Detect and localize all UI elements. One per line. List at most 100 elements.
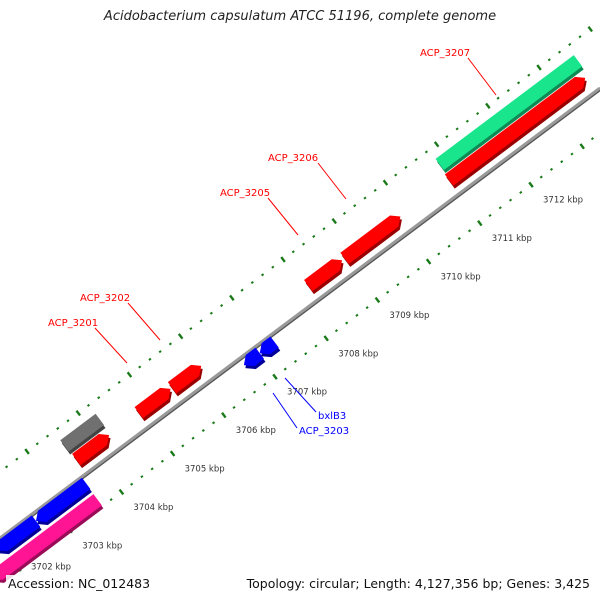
label-leader-line bbox=[94, 327, 128, 364]
outer-scale-minor-tick bbox=[578, 35, 582, 39]
gene-label: bxlB3 bbox=[318, 411, 346, 422]
outer-scale-minor-tick bbox=[476, 112, 480, 116]
inner-scale-minor-tick bbox=[396, 283, 400, 287]
outer-scale-minor-tick bbox=[373, 188, 377, 192]
inner-scale-minor-tick bbox=[488, 213, 492, 217]
kbp-tick-label: 3708 kbp bbox=[338, 349, 378, 359]
topology-text: Topology: circular; Length: 4,127,356 bp… bbox=[244, 575, 592, 593]
outer-scale-minor-tick bbox=[527, 73, 531, 77]
inner-scale-minor-tick bbox=[355, 313, 359, 317]
inner-scale-major-tick bbox=[323, 335, 329, 342]
outer-scale-minor-tick bbox=[517, 81, 521, 85]
outer-scale-minor-tick bbox=[455, 127, 459, 131]
inner-scale-minor-tick bbox=[519, 190, 523, 194]
outer-scale-minor-tick bbox=[547, 58, 551, 62]
inner-scale-minor-tick bbox=[416, 267, 420, 271]
inner-scale-minor-tick bbox=[447, 244, 451, 248]
gene-ACP_3203 bbox=[243, 347, 264, 367]
outer-scale-minor-tick bbox=[465, 119, 469, 123]
inner-scale-major-tick bbox=[272, 373, 278, 380]
gene-label: ACP_3207 bbox=[420, 48, 470, 59]
gene-red-feature-small bbox=[72, 433, 110, 466]
inner-scale-minor-tick bbox=[283, 367, 287, 371]
gene-ACP_3202 bbox=[167, 364, 202, 394]
outer-scale-major-tick bbox=[536, 64, 542, 71]
outer-scale-minor-tick bbox=[35, 442, 39, 446]
inner-scale-minor-tick bbox=[334, 329, 339, 333]
outer-scale-minor-tick bbox=[353, 204, 357, 208]
inner-scale-minor-tick bbox=[314, 344, 318, 348]
outer-scale-minor-tick bbox=[168, 342, 172, 346]
outer-scale-minor-tick bbox=[445, 135, 449, 139]
outer-scale-minor-tick bbox=[506, 88, 510, 93]
inner-scale-minor-tick bbox=[252, 390, 257, 394]
outer-scale-minor-tick bbox=[342, 211, 347, 215]
outer-scale-minor-tick bbox=[56, 426, 60, 430]
gene-red-feature-large bbox=[444, 76, 586, 186]
outer-scale-minor-tick bbox=[5, 465, 9, 469]
kbp-tick-label: 3712 kbp bbox=[543, 196, 583, 206]
outer-scale-minor-tick bbox=[568, 42, 572, 46]
outer-scale-minor-tick bbox=[250, 280, 254, 285]
inner-scale-major-tick bbox=[221, 412, 227, 419]
inner-scale-minor-tick bbox=[181, 444, 185, 448]
outer-scale-minor-tick bbox=[148, 357, 152, 361]
outer-scale-minor-tick bbox=[15, 457, 19, 461]
map-title: Acidobacterium capsulatum ATCC 51196, co… bbox=[103, 9, 497, 24]
inner-scale-minor-tick bbox=[498, 206, 502, 210]
inner-scale-minor-tick bbox=[437, 252, 441, 256]
inner-scale-minor-tick bbox=[386, 290, 390, 294]
kbp-tick-label: 3709 kbp bbox=[389, 311, 429, 321]
outer-scale-minor-tick bbox=[45, 434, 50, 438]
outer-scale-minor-tick bbox=[394, 173, 398, 177]
inner-scale-minor-tick bbox=[201, 428, 205, 433]
inner-scale-minor-tick bbox=[345, 321, 349, 325]
inner-scale-minor-tick bbox=[549, 167, 554, 171]
inner-scale-minor-tick bbox=[539, 175, 543, 179]
outer-scale-major-tick bbox=[126, 371, 133, 378]
outer-scale-minor-tick bbox=[404, 165, 408, 169]
gene-label: ACP_3202 bbox=[80, 293, 130, 304]
inner-scale-minor-tick bbox=[150, 467, 154, 471]
inner-scale-major-tick bbox=[169, 450, 176, 457]
outer-scale-major-tick bbox=[229, 294, 235, 301]
gene-ACP_3206 bbox=[340, 215, 401, 264]
outer-scale-minor-tick bbox=[312, 234, 316, 238]
kbp-tick-label: 3706 kbp bbox=[236, 426, 276, 436]
outer-scale-major-tick bbox=[331, 217, 338, 225]
inner-scale-minor-tick bbox=[191, 436, 195, 440]
kbp-tick-label: 3703 kbp bbox=[82, 541, 122, 551]
outer-scale-minor-tick bbox=[220, 304, 224, 308]
inner-scale-minor-tick bbox=[140, 475, 144, 479]
gene-ACP_3201 bbox=[134, 387, 171, 419]
inner-scale-major-tick bbox=[425, 258, 432, 265]
inner-scale-major-tick bbox=[374, 296, 381, 304]
inner-scale-minor-tick bbox=[232, 405, 236, 409]
outer-scale-minor-tick bbox=[424, 150, 428, 154]
kbp-tick-label: 3710 kbp bbox=[441, 273, 481, 283]
label-leader-line bbox=[284, 377, 317, 413]
outer-scale-minor-tick bbox=[414, 158, 418, 162]
inner-scale-major-tick bbox=[118, 488, 125, 496]
outer-scale-minor-tick bbox=[557, 50, 562, 54]
outer-scale-minor-tick bbox=[86, 403, 91, 407]
kbp-tick-label: 3702 kbp bbox=[31, 563, 71, 573]
outer-scale-major-tick bbox=[587, 25, 594, 33]
inner-scale-minor-tick bbox=[263, 382, 267, 386]
inner-scale-minor-tick bbox=[365, 306, 369, 310]
inner-scale-minor-tick bbox=[130, 482, 134, 486]
outer-scale-minor-tick bbox=[271, 265, 275, 269]
gene-gray-feature bbox=[60, 413, 104, 452]
inner-scale-minor-tick bbox=[570, 152, 574, 156]
outer-scale-major-tick bbox=[75, 409, 82, 417]
outer-scale-minor-tick bbox=[496, 96, 500, 100]
inner-scale-minor-tick bbox=[293, 359, 298, 363]
inner-scale-minor-tick bbox=[560, 160, 564, 164]
label-leader-line bbox=[467, 57, 497, 96]
gene-label: ACP_3203 bbox=[299, 426, 349, 437]
outer-scale-minor-tick bbox=[97, 396, 101, 400]
kbp-tick-label: 3711 kbp bbox=[492, 234, 532, 244]
inner-scale-minor-tick bbox=[457, 236, 461, 241]
accession-text: Accession: NC_012483 bbox=[6, 575, 153, 593]
